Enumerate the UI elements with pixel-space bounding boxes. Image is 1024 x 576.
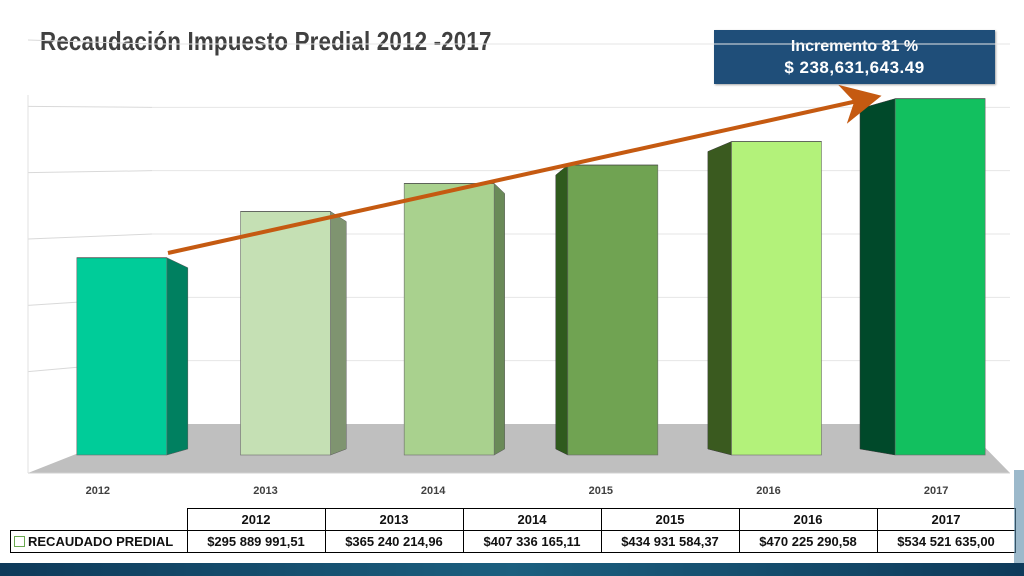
table-cell-2014: $407 336 165,11 [462,530,602,553]
bar-side-2015 [555,164,569,456]
table-header-2014: 2014 [462,508,602,531]
table-header-2012: 2012 [186,508,326,531]
table-cell-2013: $365 240 214,96 [324,530,464,553]
bar-front-2014 [403,183,495,456]
footer-band [0,563,1024,576]
x-tick-label: 2017 [924,485,948,497]
increment-amount: $ 238,631,643.49 [784,58,925,77]
table-header-2013: 2013 [324,508,464,531]
increment-callout: Incremento 81 % $ 238,631,643.49 [714,30,995,84]
decorative-edge [1014,470,1024,563]
data-table: 2012 2013 2014 2015 2016 2017 RECAUDADO … [10,508,1016,553]
bar-side-2014 [493,182,505,456]
x-axis-labels: 2012 2013 2014 2015 2016 2017 [86,485,949,497]
table-header-2017: 2017 [876,508,1016,531]
gridline-side [27,39,153,45]
bar-2017 [859,98,986,456]
x-tick-label: 2014 [421,485,446,497]
table-cell-2012: $295 889 991,51 [186,530,326,553]
bar-front-2013 [240,211,331,456]
gridline-side [27,233,153,240]
bar-front-2016 [731,141,822,456]
bar-front-2012 [76,257,168,456]
table-cell-2015: $434 931 584,37 [600,530,740,553]
bar-2016 [707,141,822,456]
bar-2015 [555,164,659,456]
gridline-side [27,105,153,108]
bar-side-2013 [330,211,347,456]
bar-group [76,98,986,456]
page-title: Recaudación Impuesto Predial 2012 -2017 [40,26,492,56]
table-header-2015: 2015 [600,508,740,531]
gridline-side [27,170,153,174]
legend-swatch [14,536,25,547]
bar-2012 [76,257,189,456]
table-cell-2017: $534 521 635,00 [876,530,1016,553]
table-row-label-text: RECAUDADO PREDIAL [28,534,174,549]
table-header-2016: 2016 [738,508,878,531]
bar-side-2017 [859,98,896,456]
bar-chart: 2012 2013 2014 2015 2016 2017 [27,39,1010,497]
increment-percent: Incremento 81 % [790,38,919,55]
x-tick-label: 2015 [589,485,613,497]
table-header-row: 2012 2013 2014 2015 2016 2017 [11,508,1016,531]
table-corner [11,509,188,531]
bar-front-2017 [894,98,986,456]
bar-side-2016 [707,141,732,456]
x-tick-label: 2012 [86,485,110,497]
x-tick-label: 2016 [756,485,780,497]
table-cell-2016: $470 225 290,58 [738,530,878,553]
bar-side-2012 [166,257,189,456]
bar-2014 [403,182,505,456]
x-tick-label: 2013 [253,485,277,497]
bar-front-2015 [567,164,659,456]
table-row-label: RECAUDADO PREDIAL [10,530,188,553]
trend-arrow [167,84,882,255]
bar-2013 [240,211,347,456]
table-row: RECAUDADO PREDIAL $295 889 991,51 $365 2… [10,530,1016,553]
